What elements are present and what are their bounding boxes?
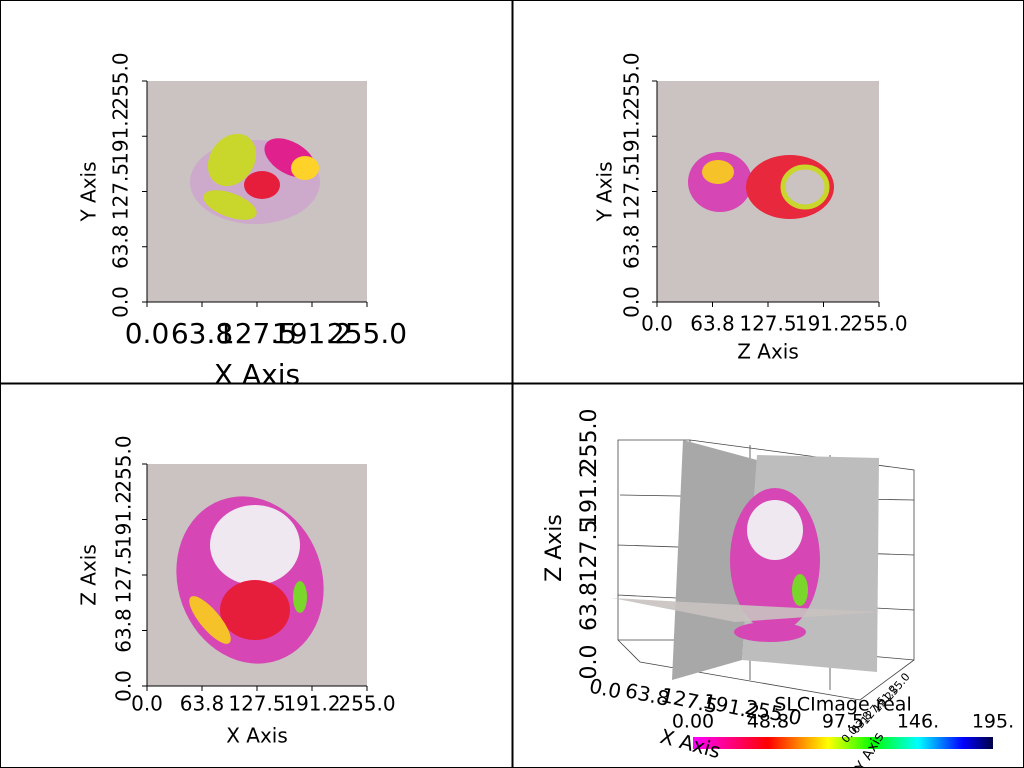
y-axis-title: Y Axis xyxy=(593,161,617,222)
x-tick-label: 0.0 xyxy=(125,317,170,350)
color-bar-label: 195. xyxy=(972,711,1014,733)
y-axis-title: Y Axis xyxy=(77,161,101,222)
color-bar-label: 97.5 xyxy=(822,711,864,733)
y-tick-label: 127.5 xyxy=(112,546,136,603)
y-tick-label: 63.8 xyxy=(109,224,133,269)
z-tick-label: 127.5 xyxy=(577,520,602,583)
x-tick-label: 191.2 xyxy=(283,692,340,716)
slice-image xyxy=(147,464,367,686)
y-tick-label: 63.8 xyxy=(620,224,644,269)
z-tick-label: 255.0 xyxy=(577,409,602,472)
x-axis-title: Z Axis xyxy=(737,340,799,364)
x-axis-title: X Axis xyxy=(226,724,288,748)
x-tick-label: 0.0 xyxy=(131,692,163,716)
x-tick-label: 255.0 xyxy=(338,692,395,716)
y-tick-label: 0.0 xyxy=(109,286,133,318)
z-axis-title: Z Axis xyxy=(542,514,567,582)
y-tick-label: 191.2 xyxy=(112,491,136,548)
color-bar-label: 0.00 xyxy=(672,711,714,733)
y-tick-label: 127.5 xyxy=(620,163,644,220)
y-tick-label: 255.0 xyxy=(620,52,644,109)
x-tick-label: 191.2 xyxy=(272,317,352,350)
color-bar-label: 146. xyxy=(897,711,939,733)
y-tick-label: 191.2 xyxy=(620,108,644,165)
x-tick-label: 127.5 xyxy=(739,312,796,336)
x-tick-label: 127.5 xyxy=(217,317,297,350)
y-tick-label: 255.0 xyxy=(112,435,136,492)
x-tick-label: 191.2 xyxy=(795,312,852,336)
z-tick-label: 0.0 xyxy=(577,645,602,680)
z-tick-label: 63.8 xyxy=(577,582,602,631)
color-bar-label: 48.8 xyxy=(747,711,789,733)
x-tick-label: 255.0 xyxy=(850,312,907,336)
x-tick-label: 63.8 xyxy=(180,692,225,716)
slice-image xyxy=(147,81,367,302)
y-axis-title: Z Axis xyxy=(77,544,101,606)
y-tick-label: 127.5 xyxy=(109,163,133,220)
volume-3d xyxy=(612,439,915,701)
y-tick-label: 191.2 xyxy=(109,108,133,165)
x-tick-label: 63.8 xyxy=(171,317,233,350)
y-tick-label: 63.8 xyxy=(112,608,136,653)
z-tick-label: 191.2 xyxy=(577,464,602,527)
x-tick-label: 127.5 xyxy=(228,692,285,716)
x-tick-label: 0.0 xyxy=(587,673,623,703)
x-tick-label: 0.0 xyxy=(641,312,673,336)
y-tick-label: 0.0 xyxy=(112,670,136,702)
x-axis-title: X Axis xyxy=(214,358,300,391)
color-bar xyxy=(693,737,993,749)
x-tick-label: 255.0 xyxy=(327,317,407,350)
x-tick-label: 63.8 xyxy=(690,312,735,336)
y-tick-label: 255.0 xyxy=(109,52,133,109)
slice-image xyxy=(657,81,879,302)
y-tick-label: 0.0 xyxy=(620,286,644,318)
color-bar-title: SLCImage real xyxy=(774,694,911,716)
